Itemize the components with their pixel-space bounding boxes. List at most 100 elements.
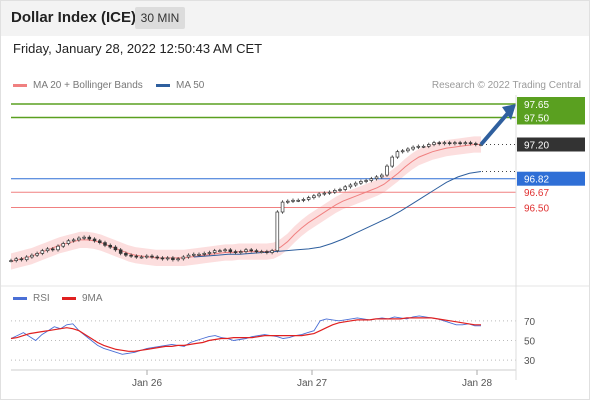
candle-body <box>134 255 139 258</box>
candle-body <box>259 251 264 253</box>
x-tick-label-2: Jan 28 <box>462 378 492 389</box>
candle-body <box>327 191 332 194</box>
candle-body <box>416 145 421 148</box>
candle-body <box>432 142 436 145</box>
rsi-swatch <box>13 297 27 300</box>
candle-body <box>265 251 269 253</box>
candle-body <box>400 150 405 153</box>
9ma-swatch <box>62 297 76 300</box>
rsi-line-9MA <box>10 317 481 352</box>
projection-arrow-head <box>502 104 516 120</box>
level-label-bg-96.82 <box>517 171 585 186</box>
candle-body <box>447 142 452 145</box>
candle-body <box>312 195 316 198</box>
candle-body <box>192 253 196 256</box>
legend-9ma-label: 9MA <box>82 293 103 304</box>
resistance-label-block <box>517 97 585 125</box>
candle-body <box>202 253 206 255</box>
legend-ma50-label: MA 50 <box>176 80 205 91</box>
projection-arrow-shaft <box>479 111 510 146</box>
legend-rsi-label: RSI <box>33 293 50 304</box>
candle-body <box>71 239 76 242</box>
candle-body <box>218 250 222 253</box>
candle-body <box>453 142 457 145</box>
candle-body <box>82 236 86 239</box>
candle-body <box>124 253 128 256</box>
candle-body <box>45 248 50 252</box>
candle-body <box>197 253 201 256</box>
level-label-96.82: 96.82 <box>524 175 549 186</box>
candle-body <box>14 258 18 261</box>
candle-body <box>186 254 191 258</box>
candle-body <box>286 200 290 203</box>
legend-ma50: MA 50 <box>156 80 204 91</box>
resistance-label-97.50: 97.50 <box>524 114 549 125</box>
candle-body <box>77 237 81 241</box>
candle-body <box>212 250 217 253</box>
candle-body <box>291 199 295 202</box>
candle-body <box>348 184 353 188</box>
candle-body <box>223 249 227 252</box>
candle-body <box>66 240 71 244</box>
resistance-label-97.65: 97.65 <box>524 100 549 111</box>
rsi-tick-70: 70 <box>524 317 536 328</box>
candle-body <box>301 199 306 201</box>
candle-body <box>233 251 238 253</box>
candle-body <box>98 240 102 243</box>
level-label-96.50: 96.50 <box>524 204 549 215</box>
legend-ma20-label: MA 20 + Bollinger Bands <box>33 80 143 91</box>
candle-body <box>468 142 473 145</box>
candle-body <box>275 211 280 252</box>
rsi-tick-30: 30 <box>524 356 536 367</box>
candle-body <box>306 197 311 200</box>
candle-body <box>87 236 92 240</box>
candle-body <box>228 249 233 252</box>
candle-body <box>165 257 170 260</box>
x-tick-label-0: Jan 26 <box>132 378 162 389</box>
level-label-96.67: 96.67 <box>524 188 549 199</box>
candle-body <box>254 250 259 253</box>
level-label-bg-97.20 <box>517 137 585 152</box>
candle-body <box>380 174 384 178</box>
credit-text: Research © 2022 Trading Central <box>431 80 581 91</box>
candle-body <box>338 189 342 191</box>
candle-body <box>364 180 368 182</box>
candle-body <box>92 238 97 242</box>
candle-body <box>9 260 13 262</box>
candle-body <box>411 146 415 150</box>
candle-body <box>385 165 389 176</box>
candle-body <box>181 256 186 260</box>
candle-body <box>395 151 400 158</box>
legend-rsi: RSI <box>13 293 50 304</box>
candle-body <box>442 142 447 145</box>
candle-body <box>343 186 347 190</box>
candle-body <box>353 182 358 186</box>
candle-body <box>176 258 180 261</box>
timeframe-badge[interactable]: 30 MIN <box>135 7 185 29</box>
level-label-97.20: 97.20 <box>524 141 549 152</box>
candle-body <box>390 156 394 167</box>
candle-body <box>19 258 24 261</box>
candle-body <box>458 142 462 145</box>
candle-body <box>108 244 112 248</box>
ma50-line <box>193 171 482 258</box>
ma50-swatch <box>156 84 170 87</box>
candle-body <box>333 190 337 193</box>
timestamp: Friday, January 28, 2022 12:50:43 AM CET <box>13 41 263 56</box>
candle-body <box>317 193 321 197</box>
candle-body <box>374 176 379 180</box>
instrument-title: Dollar Index (ICE) <box>11 9 137 26</box>
candle-body <box>150 255 154 258</box>
candle-body <box>160 257 165 260</box>
candle-body <box>406 148 410 152</box>
candle-body <box>56 245 60 251</box>
legend-ma20: MA 20 + Bollinger Bands <box>13 80 143 91</box>
candle-body <box>474 143 478 145</box>
bollinger-band <box>11 136 481 270</box>
candle-body <box>30 254 34 258</box>
header-bar: Dollar Index (ICE) 30 MIN <box>0 0 590 36</box>
candle-body <box>207 252 212 254</box>
candle-body <box>280 201 285 213</box>
candle-body <box>155 256 159 259</box>
